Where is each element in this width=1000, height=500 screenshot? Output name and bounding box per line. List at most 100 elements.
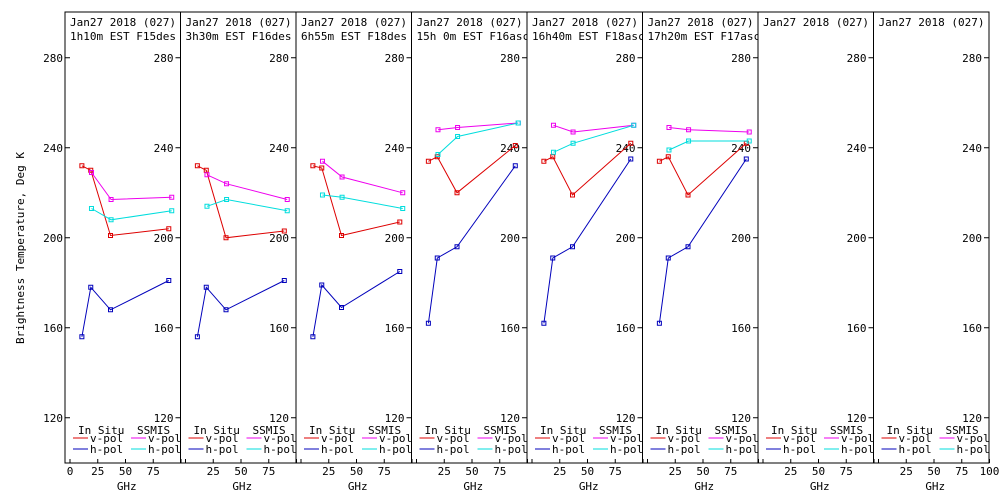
legend-ssmis-label: SSMIS <box>830 424 863 437</box>
insitu-hpol-point <box>108 307 114 313</box>
ssmis-hpol-point <box>108 217 114 223</box>
x-axis-label: GHz <box>348 480 368 493</box>
panel-8: Jan27 2018 (027) 120 160 200 240 280 25 50 75 100… <box>873 11 999 493</box>
panel-subtitle: 16h40m EST F18asc <box>532 30 645 43</box>
insitu-vpol-line <box>197 165 285 239</box>
ssmis-vpol-point <box>570 129 576 135</box>
insitu-vpol-line <box>428 145 516 194</box>
legend-ssmis-vpol-label: v-pol <box>148 432 181 445</box>
insitu-vpol-line <box>659 142 747 196</box>
insitu-vpol-point <box>665 154 671 160</box>
y-tick-label-left: 160 <box>43 322 63 335</box>
x-tick-label: 25 <box>91 465 104 478</box>
x-axis-label: GHz <box>694 480 714 493</box>
insitu-hpol-line <box>196 280 285 337</box>
x-axis-label: GHz <box>463 480 483 493</box>
panel-subtitle: 15h 0m EST F16asc <box>417 30 530 43</box>
ssmis-vpol-point <box>435 127 441 133</box>
y-tick-label-left: 280 <box>43 52 63 65</box>
y-tick-label: 200 <box>385 232 405 245</box>
ssmis-hpol-point <box>224 197 230 202</box>
insitu-vpol-point <box>397 219 403 225</box>
panel-title: Jan27 2018 (027) <box>763 16 869 29</box>
legend-insitu-vpol-label: v-pol <box>206 432 239 445</box>
y-tick-label: 160 <box>154 322 174 335</box>
legend-ssmis-hpol-label: h-pol <box>841 443 874 456</box>
insitu-hpol-point <box>550 255 556 261</box>
x-axis-label: GHz <box>117 480 137 493</box>
insitu-hpol-line <box>312 271 401 337</box>
legend-insitu-vpol-label: v-pol <box>783 432 816 445</box>
insitu-vpol-line <box>543 142 632 196</box>
ssmis-hpol-point <box>631 122 637 128</box>
insitu-vpol-point <box>281 228 287 234</box>
legend-ssmis-label: SSMIS <box>137 424 170 437</box>
insitu-vpol-point <box>454 190 460 196</box>
ssmis-vpol-point <box>339 174 345 180</box>
ssmis-hpol-point <box>284 208 290 214</box>
legend-insitu-vpol-label: v-pol <box>437 432 470 445</box>
insitu-hpol-point <box>79 334 85 340</box>
y-tick-label: 280 <box>500 52 520 65</box>
insitu-hpol-point <box>434 255 440 261</box>
legend-ssmis-hpol-label: h-pol <box>610 443 643 456</box>
ssmis-hpol-point <box>400 206 406 211</box>
legend-insitu-vpol-label: v-pol <box>321 432 354 445</box>
y-tick-label: 240 <box>269 142 289 155</box>
insitu-hpol-point <box>166 278 172 283</box>
legend-ssmis-label: SSMIS <box>253 424 286 437</box>
insitu-hpol-point <box>281 278 287 283</box>
insitu-vpol-point <box>339 233 345 238</box>
insitu-hpol-point <box>570 244 576 250</box>
legend-ssmis-vpol-label: v-pol <box>610 432 643 445</box>
y-tick-label-left: 200 <box>43 232 63 245</box>
y-tick-label: 280 <box>616 52 636 65</box>
insitu-hpol-point <box>310 334 316 340</box>
legend-ssmis-vpol-label: v-pol <box>726 432 759 445</box>
insitu-hpol-point <box>194 334 200 340</box>
x-tick-label: 25 <box>900 465 913 478</box>
y-tick-label: 200 <box>154 232 174 245</box>
legend-ssmis-hpol-label: h-pol <box>726 443 759 456</box>
ssmis-hpol-line <box>206 198 288 212</box>
legend-insitu-hpol-label: h-pol <box>668 443 701 456</box>
insitu-vpol-line <box>312 165 400 237</box>
x-tick-label: 75 <box>378 465 391 478</box>
ssmis-hpol-point <box>204 203 210 209</box>
y-tick-label: 240 <box>847 142 867 155</box>
insitu-hpol-point <box>223 307 229 313</box>
x-axis-label: GHz <box>810 480 830 493</box>
legend-ssmis-label: SSMIS <box>715 424 748 437</box>
legend-ssmis-vpol-label: v-pol <box>379 432 412 445</box>
y-tick-label: 240 <box>385 142 405 155</box>
y-tick-label-left: 240 <box>43 142 63 155</box>
x-tick-label: 50 <box>119 465 132 478</box>
panel-subtitle: 3h30m EST F16des <box>186 30 292 43</box>
y-tick-label: 280 <box>269 52 289 65</box>
legend-insitu-hpol-label: h-pol <box>552 443 585 456</box>
x-tick-label: 75 <box>609 465 622 478</box>
insitu-hpol-line <box>658 158 747 324</box>
panel-7: Jan27 2018 (027) 120 160 200 240 280 25 50 75 GHz… <box>757 11 875 493</box>
legend-ssmis-label: SSMIS <box>484 424 517 437</box>
x-tick-label: 25 <box>669 465 682 478</box>
insitu-vpol-point <box>108 233 114 238</box>
insitu-hpol-point <box>743 156 749 162</box>
x-axis-label: GHz <box>925 480 945 493</box>
y-tick-label: 280 <box>154 52 174 65</box>
panel-2: Jan27 2018 (027)3h30m EST F16des 120 160 20… <box>180 11 297 493</box>
insitu-vpol-point <box>541 158 547 164</box>
panel-5: Jan27 2018 (027)16h40m EST F18asc 120 160 2… <box>526 11 645 493</box>
legend-ssmis-label: SSMIS <box>368 424 401 437</box>
x-tick-label: 25 <box>553 465 566 478</box>
panel-title: Jan27 2018 (027) <box>879 16 985 29</box>
ssmis-hpol-point <box>88 206 94 211</box>
y-axis-label: Brightness Temperature, Deg K <box>14 152 27 344</box>
ssmis-vpol-line <box>668 127 750 133</box>
y-tick-label: 240 <box>500 142 520 155</box>
